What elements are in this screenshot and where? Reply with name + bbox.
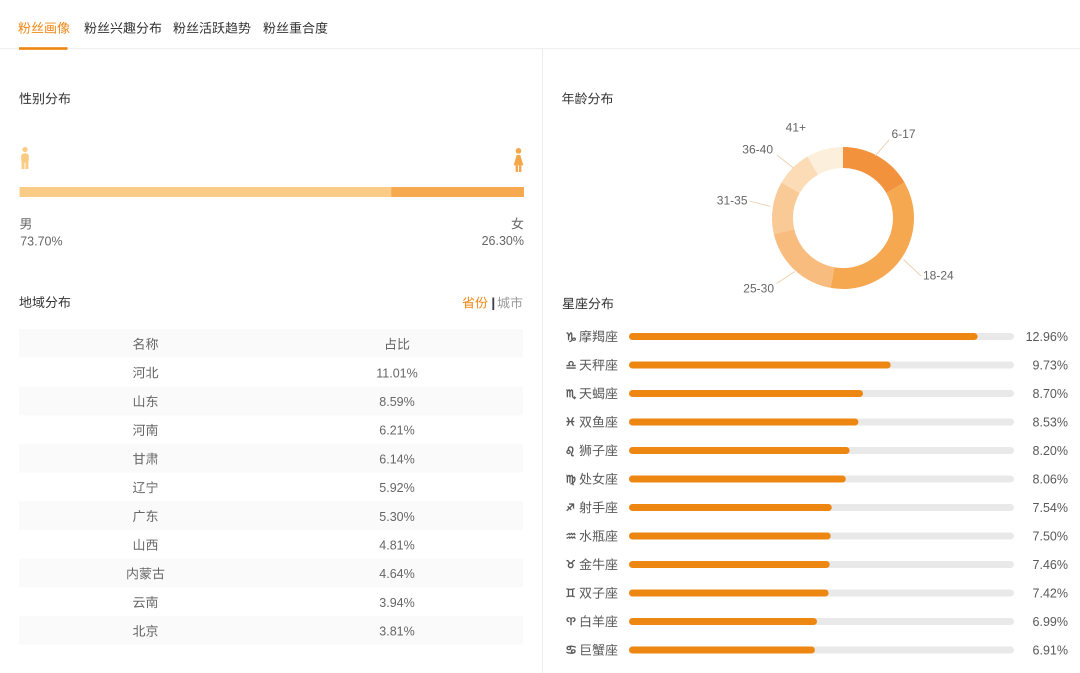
- svg-text:41+: 41+: [786, 121, 806, 135]
- svg-text:6-17: 6-17: [892, 127, 916, 141]
- svg-text:18-24: 18-24: [923, 269, 954, 283]
- svg-text:6.21%: 6.21%: [379, 424, 414, 438]
- svg-text:4.81%: 4.81%: [379, 538, 414, 552]
- svg-text:7.50%: 7.50%: [1033, 530, 1068, 544]
- svg-text:6.14%: 6.14%: [379, 452, 414, 466]
- svg-text:8.53%: 8.53%: [1033, 416, 1068, 430]
- svg-text:3.94%: 3.94%: [379, 596, 414, 610]
- svg-text:6.91%: 6.91%: [1033, 644, 1068, 658]
- svg-text:5.92%: 5.92%: [379, 481, 414, 495]
- svg-text:7.54%: 7.54%: [1033, 501, 1068, 515]
- svg-text:8.20%: 8.20%: [1033, 444, 1068, 458]
- svg-text:6.99%: 6.99%: [1033, 615, 1068, 629]
- svg-text:5.30%: 5.30%: [379, 510, 414, 524]
- svg-text:36-40: 36-40: [742, 143, 773, 157]
- svg-text:7.46%: 7.46%: [1033, 558, 1068, 572]
- svg-text:73.70%: 73.70%: [20, 235, 62, 249]
- svg-text:7.42%: 7.42%: [1033, 587, 1068, 601]
- svg-text:25-30: 25-30: [743, 282, 774, 296]
- svg-text:11.01%: 11.01%: [376, 366, 417, 380]
- svg-text:8.06%: 8.06%: [1033, 473, 1068, 487]
- svg-text:31-35: 31-35: [717, 193, 748, 207]
- svg-text:8.70%: 8.70%: [1033, 387, 1068, 401]
- svg-text:9.73%: 9.73%: [1033, 359, 1068, 373]
- svg-text:4.64%: 4.64%: [379, 567, 414, 581]
- svg-text:26.30%: 26.30%: [482, 234, 524, 248]
- svg-text:8.59%: 8.59%: [379, 395, 414, 409]
- svg-text:12.96%: 12.96%: [1026, 330, 1068, 344]
- svg-text:3.81%: 3.81%: [379, 625, 414, 639]
